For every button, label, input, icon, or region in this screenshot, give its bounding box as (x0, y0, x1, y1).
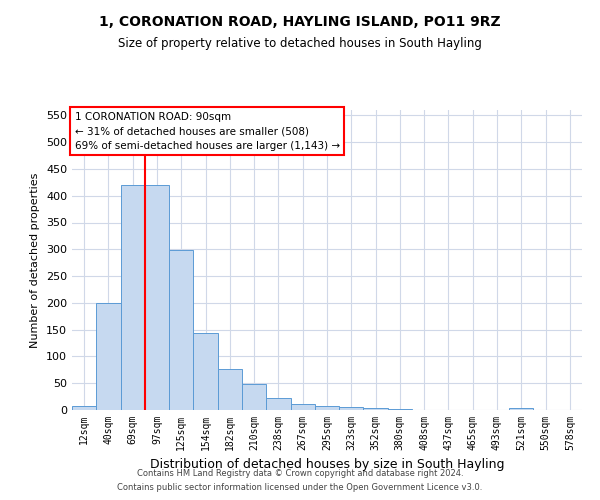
Y-axis label: Number of detached properties: Number of detached properties (31, 172, 40, 348)
Bar (72, 406, 96, 410)
Text: Contains public sector information licensed under the Open Government Licence v3: Contains public sector information licen… (118, 484, 482, 492)
Bar (242, 384, 266, 410)
Bar (169, 250, 193, 410)
Bar (145, 185, 169, 410)
Bar (315, 406, 339, 410)
Bar (290, 404, 315, 410)
Bar (193, 334, 218, 410)
Bar (266, 398, 290, 410)
Bar (509, 408, 533, 410)
Bar (96, 303, 121, 410)
Text: Contains HM Land Registry data © Crown copyright and database right 2024.: Contains HM Land Registry data © Crown c… (137, 468, 463, 477)
X-axis label: Distribution of detached houses by size in South Hayling: Distribution of detached houses by size … (150, 458, 504, 471)
Bar (218, 369, 242, 410)
Text: Size of property relative to detached houses in South Hayling: Size of property relative to detached ho… (118, 38, 482, 51)
Bar (364, 408, 388, 410)
Bar (339, 408, 364, 410)
Text: 1, CORONATION ROAD, HAYLING ISLAND, PO11 9RZ: 1, CORONATION ROAD, HAYLING ISLAND, PO11… (99, 15, 501, 29)
Text: 1 CORONATION ROAD: 90sqm
← 31% of detached houses are smaller (508)
69% of semi-: 1 CORONATION ROAD: 90sqm ← 31% of detach… (74, 112, 340, 151)
Bar (121, 185, 145, 410)
